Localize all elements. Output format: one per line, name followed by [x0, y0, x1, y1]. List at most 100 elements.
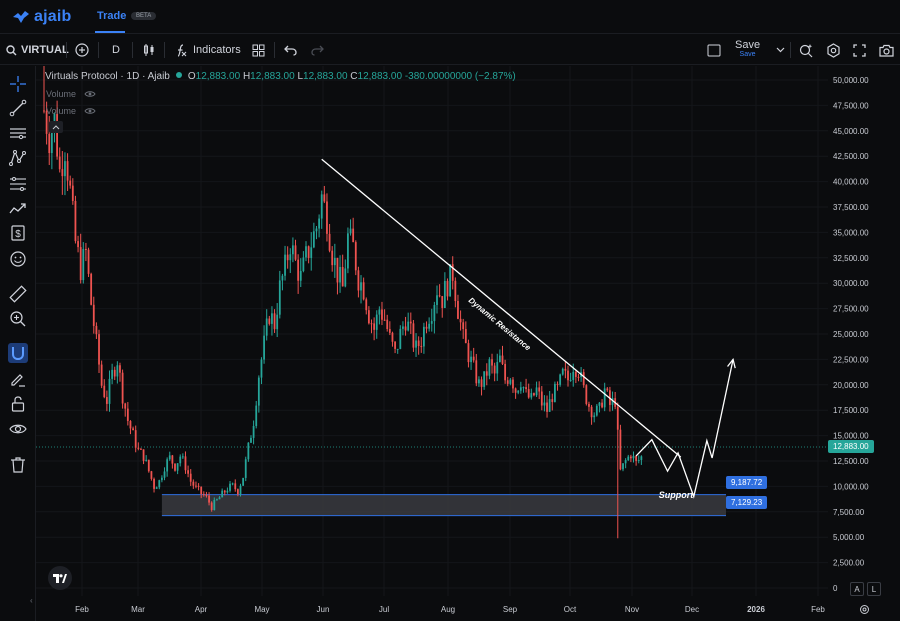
- candle-body: [543, 402, 546, 406]
- fullscreen-button[interactable]: [853, 35, 866, 65]
- candle-body: [163, 471, 166, 478]
- price-tick-label: 42,500.00: [833, 152, 869, 161]
- price-tick-label: 12,500.00: [833, 457, 869, 466]
- price-tick-label: 20,000.00: [833, 381, 869, 390]
- candle-body: [415, 340, 417, 348]
- candle-body: [64, 161, 66, 177]
- price-tick-label: 47,500.00: [833, 101, 869, 110]
- candle-body: [488, 359, 491, 376]
- candle-body: [166, 459, 169, 472]
- candle-body: [176, 463, 179, 471]
- candle-body: [459, 318, 462, 323]
- candle-body: [404, 326, 407, 331]
- zone-top-badge: 9,187.72: [726, 476, 768, 489]
- candle-body: [95, 325, 98, 335]
- candle-body: [428, 323, 431, 329]
- ruler-tool[interactable]: [8, 284, 28, 304]
- trendline-tool[interactable]: [8, 98, 28, 118]
- save-options-dropdown[interactable]: [776, 35, 785, 65]
- candle-body: [247, 442, 250, 460]
- candle-body: [92, 304, 95, 326]
- candle-body: [229, 483, 231, 491]
- collapse-legend-button[interactable]: [49, 121, 63, 133]
- candle-body: [627, 456, 630, 461]
- collapse-toolbar-icon[interactable]: ‹: [30, 596, 33, 605]
- tradingview-logo[interactable]: [48, 566, 72, 590]
- undo-button[interactable]: [284, 35, 297, 65]
- candle-body: [250, 437, 252, 443]
- magnet-icon: [12, 347, 24, 361]
- candle-body: [388, 329, 391, 333]
- candle-body: [168, 455, 171, 460]
- save-button[interactable]: Save Save: [735, 39, 760, 58]
- candle-body: [299, 271, 302, 281]
- candle-body: [564, 368, 567, 371]
- lock-tool[interactable]: [8, 394, 28, 414]
- candle-body: [236, 489, 239, 495]
- candle-body: [239, 485, 242, 495]
- candle-body: [378, 309, 381, 315]
- gear-icon: [827, 42, 840, 58]
- pattern-tool[interactable]: [8, 148, 28, 168]
- indicator-row-volume[interactable]: Volume: [46, 106, 96, 116]
- redo-button[interactable]: [311, 35, 324, 65]
- candle-body: [383, 319, 386, 321]
- candle-body: [257, 377, 260, 406]
- candle-body: [155, 487, 158, 489]
- plus-circle-icon: [75, 43, 89, 57]
- quick-search-button[interactable]: [799, 35, 814, 65]
- remove-drawings-tool[interactable]: [8, 455, 28, 475]
- brand-logo[interactable]: ajaib: [12, 8, 71, 26]
- settings-button[interactable]: [826, 35, 841, 65]
- price-tick-label: 5,000.00: [833, 533, 865, 542]
- emoji-tool[interactable]: [8, 249, 28, 269]
- visibility-tool[interactable]: [8, 419, 28, 439]
- crosshair-tool[interactable]: [8, 74, 28, 94]
- candle-body: [226, 490, 229, 493]
- price-range-tool[interactable]: $: [8, 223, 28, 243]
- pattern-icon: [9, 150, 26, 166]
- candle-body: [302, 257, 305, 272]
- indicators-button[interactable]: Indicators: [175, 35, 241, 65]
- indicator-row-volume[interactable]: Volume: [46, 89, 96, 99]
- candle-body: [43, 110, 45, 112]
- zoom-tool[interactable]: [8, 309, 28, 329]
- zone-bottom-badge: 7,129.23: [726, 496, 768, 509]
- candle-body: [451, 264, 454, 281]
- forecast-tool[interactable]: [8, 199, 28, 219]
- magnet-tool[interactable]: [8, 343, 28, 363]
- chart-type-button[interactable]: [142, 35, 156, 65]
- nav-tab-trade[interactable]: Trade: [97, 10, 127, 22]
- symbol-search[interactable]: VIRTUAL: [6, 35, 69, 65]
- dollar-ruler-icon: $: [11, 225, 25, 241]
- chart-settings-button[interactable]: [859, 602, 870, 620]
- candle-body: [234, 483, 237, 490]
- candle-body: [129, 421, 132, 429]
- eye-icon[interactable]: [84, 90, 96, 98]
- screenshot-button[interactable]: [879, 35, 894, 65]
- candle-body: [574, 371, 577, 377]
- candle-body: [493, 365, 496, 374]
- candle-body: [551, 399, 554, 402]
- compare-symbol-button[interactable]: [75, 35, 89, 65]
- layouts-button[interactable]: [252, 35, 265, 65]
- drawing-mode-tool[interactable]: [8, 369, 28, 389]
- fullscreen-toggle-button[interactable]: [707, 35, 721, 65]
- chevron-down-icon: [776, 47, 785, 53]
- price-chart[interactable]: Dynamic Resistance Support 50,000.00 47,50…: [36, 66, 900, 621]
- candle-body: [82, 249, 85, 281]
- candle-body: [69, 180, 72, 186]
- candle-body: [394, 341, 396, 349]
- interval-button[interactable]: D: [112, 35, 120, 65]
- horizontal-lines-tool[interactable]: [8, 123, 28, 143]
- candle-body: [213, 499, 216, 510]
- auto-scale-button[interactable]: A: [850, 582, 864, 596]
- fib-tool[interactable]: [8, 174, 28, 194]
- log-scale-button[interactable]: L: [867, 582, 881, 596]
- eye-icon[interactable]: [84, 107, 96, 115]
- projection-icon: [9, 203, 26, 214]
- bird-logo-icon: [13, 11, 29, 23]
- candle-body: [281, 275, 284, 281]
- candle-body: [336, 257, 339, 283]
- candle-body: [158, 480, 161, 488]
